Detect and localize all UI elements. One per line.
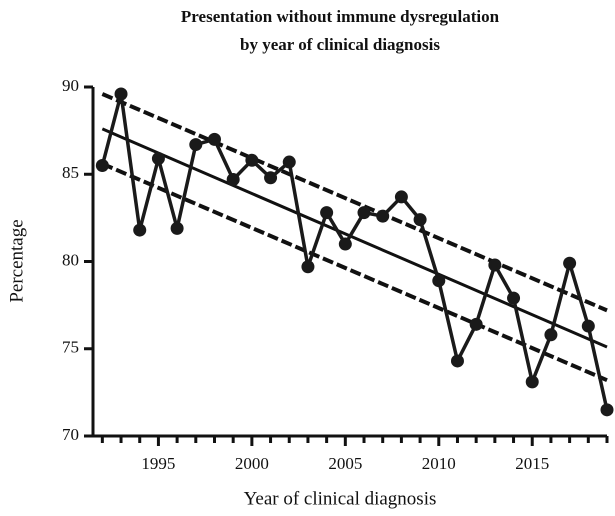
y-tick-label: 75 xyxy=(62,338,79,357)
data-point xyxy=(413,213,427,227)
data-point xyxy=(264,171,278,185)
data-point xyxy=(357,206,371,220)
y-axis-title: Percentage xyxy=(6,219,27,302)
data-point xyxy=(114,87,128,101)
x-axis-title: Year of clinical diagnosis xyxy=(244,488,437,509)
data-point xyxy=(600,403,614,417)
data-point xyxy=(189,138,203,152)
data-line xyxy=(100,92,609,411)
data-point xyxy=(151,152,165,166)
data-point xyxy=(95,159,109,173)
data-point xyxy=(282,155,296,169)
data-point xyxy=(507,291,521,305)
chart-title-line: Presentation without immune dysregulatio… xyxy=(181,7,500,26)
data-point xyxy=(338,237,352,251)
data-point xyxy=(320,206,334,220)
x-tick-label: 1995 xyxy=(141,454,175,473)
data-point xyxy=(581,319,595,333)
y-tick-label: 90 xyxy=(62,76,79,95)
data-point xyxy=(544,328,558,342)
data-point xyxy=(226,172,240,186)
x-tick-label: 2000 xyxy=(235,454,269,473)
data-point xyxy=(376,209,390,223)
x-tick-label: 2015 xyxy=(515,454,549,473)
data-point xyxy=(207,132,221,146)
y-tick-label: 80 xyxy=(62,250,79,269)
data-point xyxy=(301,260,315,274)
regression-line xyxy=(101,127,608,349)
data-point xyxy=(170,221,184,235)
data-point xyxy=(469,317,483,331)
data-point xyxy=(245,153,259,167)
data-point xyxy=(488,258,502,272)
data-point xyxy=(563,256,577,270)
confidence-band xyxy=(101,161,608,382)
data-point xyxy=(394,190,408,204)
x-tick-label: 2010 xyxy=(422,454,456,473)
data-point xyxy=(450,354,464,368)
y-tick-label: 85 xyxy=(62,163,79,182)
confidence-band xyxy=(101,92,608,313)
y-tick-label: 70 xyxy=(62,425,79,444)
data-point xyxy=(525,375,539,389)
chart-title-line: by year of clinical diagnosis xyxy=(240,35,440,54)
data-point xyxy=(432,274,446,288)
data-point xyxy=(133,223,147,237)
x-tick-label: 2005 xyxy=(328,454,362,473)
